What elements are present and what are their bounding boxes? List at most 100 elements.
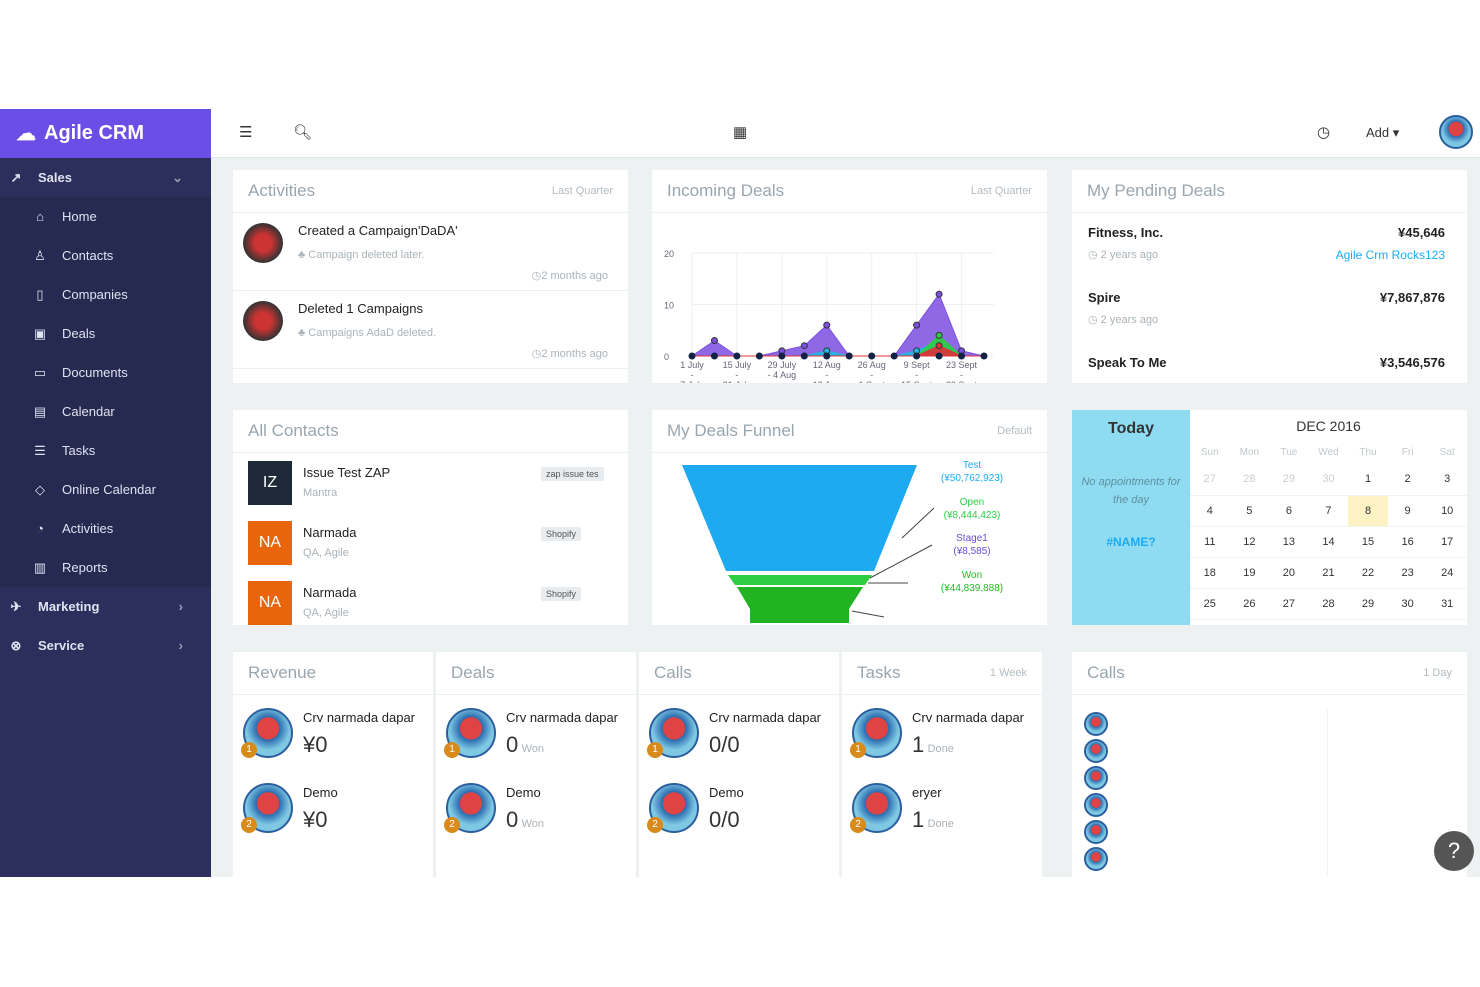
calendar-day[interactable]: 4 xyxy=(1190,495,1230,527)
add-dropdown[interactable]: Add ▾ xyxy=(1366,125,1400,140)
sidebar-item-deals[interactable]: ▣ Deals xyxy=(33,325,96,342)
sidebar-section-service[interactable]: ⊗ Service › xyxy=(0,626,211,665)
baseline-point[interactable] xyxy=(710,352,718,360)
calendar-day[interactable]: 24 xyxy=(1427,557,1467,589)
calendar-day[interactable]: 26 xyxy=(1229,588,1270,620)
baseline-point[interactable] xyxy=(755,352,763,360)
baseline-point[interactable] xyxy=(913,352,921,360)
calendar-day[interactable]: 30 xyxy=(1387,588,1428,620)
sidebar-section-marketing[interactable]: ✈ Marketing › xyxy=(0,587,211,626)
data-point[interactable] xyxy=(710,337,718,345)
calendar-day[interactable]: 31 xyxy=(1427,588,1467,620)
calendar-day[interactable]: 17 xyxy=(1427,526,1467,558)
calendar-day[interactable]: 22 xyxy=(1348,557,1388,589)
data-point[interactable] xyxy=(935,290,943,298)
baseline-point[interactable] xyxy=(845,352,853,360)
pending-deal-item[interactable]: Speak To Me ¥3,546,576 xyxy=(1072,343,1467,383)
data-point[interactable] xyxy=(913,321,921,329)
calendar-day[interactable]: 29 xyxy=(1348,588,1388,620)
deal-owner-link[interactable]: Agile Crm Rocks123 xyxy=(1335,248,1445,262)
contact-item[interactable]: NA Narmada QA, Agile Shopify xyxy=(233,513,628,573)
baseline-point[interactable] xyxy=(958,352,966,360)
calendar-day[interactable]: 11 xyxy=(1190,526,1230,558)
sidebar-item-contacts[interactable]: ♙ Contacts xyxy=(0,236,211,275)
search-icon[interactable]: 🔍︎ xyxy=(293,124,313,141)
calendar-day[interactable]: 16 xyxy=(1387,526,1428,558)
user-avatar[interactable] xyxy=(1439,115,1473,149)
calendar-day[interactable]: 13 xyxy=(1269,526,1309,558)
baseline-point[interactable] xyxy=(778,352,786,360)
contact-avatar: IZ xyxy=(248,461,292,505)
sidebar-item-documents[interactable]: ▭ Documents xyxy=(33,364,128,381)
sidebar-item-companies[interactable]: ▯ Companies xyxy=(0,275,211,314)
sidebar-item-calendar[interactable]: ▤ Calendar xyxy=(33,403,115,420)
apps-grid-icon[interactable]: ▦ xyxy=(733,124,748,141)
calendar-day[interactable]: 20 xyxy=(1269,557,1309,589)
activity-item[interactable]: Created a Campaign'DaDA' ♣ Campaign delet… xyxy=(233,213,628,291)
sidebar-item-reports[interactable]: ▥ Reports xyxy=(33,559,108,576)
calendar-day[interactable]: 14 xyxy=(1308,526,1349,558)
calendar-day[interactable]: 28 xyxy=(1308,588,1349,620)
contact-item[interactable]: IZ Issue Test ZAP Mantra zap issue tes xyxy=(233,453,628,513)
pending-deal-item[interactable]: Fitness, Inc. ¥45,646 ◷ 2 years ago Agile C… xyxy=(1072,213,1467,278)
data-point[interactable] xyxy=(935,331,943,339)
chat-help-button[interactable]: ? xyxy=(1434,831,1474,871)
range-label[interactable]: 1 Week xyxy=(989,667,1027,679)
sidebar-section-sales[interactable]: ↗ Sales ⌄ xyxy=(0,158,211,197)
sidebar-item-home[interactable]: ⌂ Home xyxy=(0,197,211,236)
range-label[interactable]: Default xyxy=(997,425,1032,437)
contact-tag[interactable]: zap issue tes xyxy=(541,467,604,481)
calendar-day[interactable]: 8 xyxy=(1348,495,1388,527)
baseline-point[interactable] xyxy=(935,352,943,360)
calendar-day[interactable]: 21 xyxy=(1308,557,1349,589)
activity-item[interactable]: Deleted 1 Campaigns ♣ Campaigns AdaD dele… xyxy=(233,291,628,369)
baseline-point[interactable] xyxy=(733,352,741,360)
data-point[interactable] xyxy=(935,342,943,350)
calendar-day[interactable]: 6 xyxy=(1269,495,1309,527)
range-label[interactable]: 1 Day xyxy=(1423,667,1452,679)
range-label[interactable]: Last Quarter xyxy=(970,185,1032,197)
contact-tag[interactable]: Shopify xyxy=(541,527,582,541)
funnel-stage-test[interactable] xyxy=(682,465,917,571)
calendar-day[interactable]: 27 xyxy=(1190,464,1230,496)
pending-deal-item[interactable]: Spire ¥7,867,876 ◷ 2 years ago xyxy=(1072,278,1467,343)
calendar-day[interactable]: 10 xyxy=(1427,495,1467,527)
baseline-point[interactable] xyxy=(823,352,831,360)
data-point[interactable] xyxy=(823,321,831,329)
calendar-day[interactable]: 12 xyxy=(1229,526,1270,558)
baseline-point[interactable] xyxy=(688,352,696,360)
calendar-day[interactable]: 30 xyxy=(1308,464,1349,496)
calendar-day[interactable]: 3 xyxy=(1427,464,1467,496)
contact-tag[interactable]: Shopify xyxy=(541,587,582,601)
menu-toggle-icon[interactable]: ☰ xyxy=(239,124,253,141)
calendar-day[interactable]: 18 xyxy=(1190,557,1230,589)
baseline-point[interactable] xyxy=(980,352,988,360)
clock-icon[interactable]: ◷ xyxy=(1317,124,1331,141)
sidebar-item-online-calendar[interactable]: ◇ Online Calendar xyxy=(0,470,211,509)
calendar-day[interactable]: 7 xyxy=(1308,495,1349,527)
funnel-stage-open[interactable] xyxy=(728,575,872,585)
calendar-day[interactable]: 27 xyxy=(1269,588,1309,620)
data-point[interactable] xyxy=(800,342,808,350)
calendar-day[interactable]: 23 xyxy=(1387,557,1428,589)
calendar-day[interactable]: 29 xyxy=(1269,464,1309,496)
sidebar-item-activities[interactable]: ◔ Activities xyxy=(0,509,211,548)
calendar-day[interactable]: 15 xyxy=(1348,526,1388,558)
calendar-day[interactable]: 2 xyxy=(1387,464,1428,496)
reports-icon: ▥ xyxy=(33,559,47,575)
range-label[interactable]: Last Quarter xyxy=(551,185,613,197)
brand-logo[interactable]: ☁ Agile CRM xyxy=(0,109,211,158)
calendar-day[interactable]: 5 xyxy=(1229,495,1270,527)
calendar-day[interactable]: 9 xyxy=(1387,495,1428,527)
baseline-point[interactable] xyxy=(868,352,876,360)
sidebar-item-tasks[interactable]: ☰ Tasks xyxy=(0,431,211,470)
baseline-point[interactable] xyxy=(890,352,898,360)
baseline-point[interactable] xyxy=(800,352,808,360)
calendar-day[interactable]: 28 xyxy=(1229,464,1270,496)
funnel-stage-won[interactable] xyxy=(737,587,863,641)
calendar-day[interactable]: 19 xyxy=(1229,557,1270,589)
chevron-right-icon: › xyxy=(178,638,183,653)
calendar-day[interactable]: 1 xyxy=(1348,464,1388,496)
contact-item[interactable]: NA Narmada QA, Agile Shopify xyxy=(233,573,628,625)
calendar-day[interactable]: 25 xyxy=(1190,588,1230,620)
